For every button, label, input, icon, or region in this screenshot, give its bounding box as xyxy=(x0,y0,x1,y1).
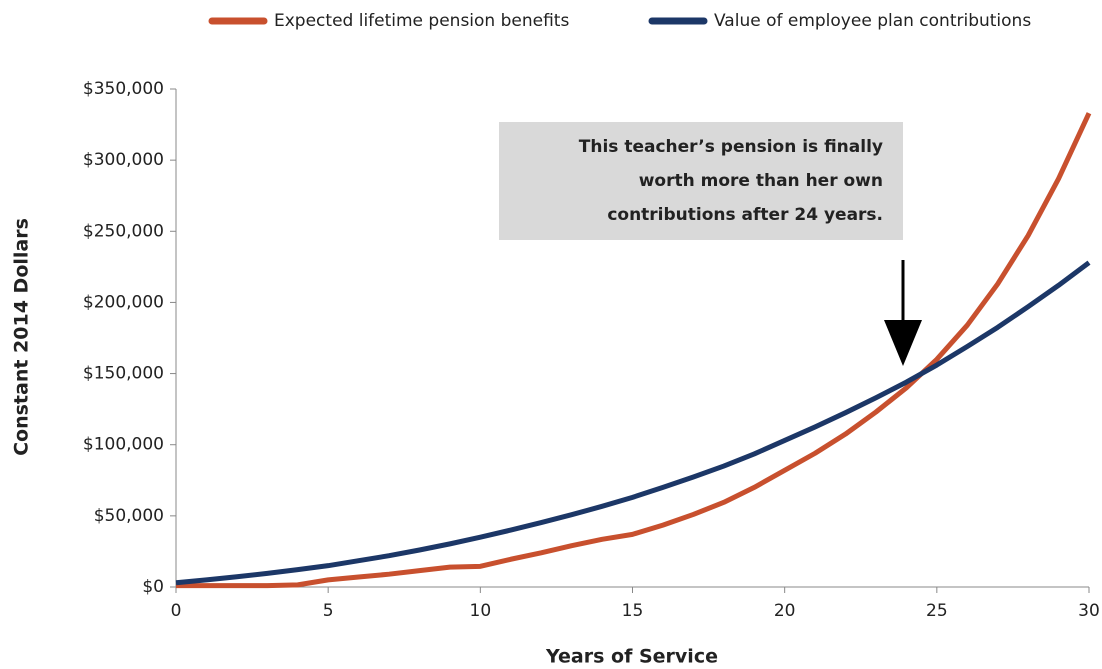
x-tick-label: 25 xyxy=(926,601,948,621)
y-tick-label: $250,000 xyxy=(83,221,164,241)
x-axis-label: Years of Service xyxy=(545,646,718,668)
y-tick-label: $0 xyxy=(142,577,164,597)
arrow-head xyxy=(884,320,922,366)
x-tick-label: 10 xyxy=(470,601,492,621)
x-tick-label: 30 xyxy=(1078,601,1100,621)
y-tick-label: $50,000 xyxy=(94,506,164,526)
x-tick-label: 15 xyxy=(622,601,644,621)
y-tick-label: $350,000 xyxy=(83,79,164,99)
y-axis-label: Constant 2014 Dollars xyxy=(11,218,33,456)
series-line xyxy=(175,260,1091,586)
x-tick-label: 5 xyxy=(323,601,334,621)
annotation-line: worth more than her own xyxy=(639,171,883,191)
x-tick-label: 0 xyxy=(171,601,182,621)
y-tick-label: $100,000 xyxy=(83,435,164,455)
annotation-line: contributions after 24 years. xyxy=(607,205,883,225)
annotation-line: This teacher’s pension is finally xyxy=(579,137,883,157)
legend-label: Value of employee plan contributions xyxy=(714,11,1031,31)
x-tick-label: 20 xyxy=(774,601,796,621)
y-tick-label: $150,000 xyxy=(83,364,164,384)
legend-label: Expected lifetime pension benefits xyxy=(274,11,569,31)
y-tick-label: $300,000 xyxy=(83,150,164,170)
annotation-box xyxy=(499,122,903,240)
series-line xyxy=(176,112,1092,589)
y-tick-label: $200,000 xyxy=(83,292,164,312)
